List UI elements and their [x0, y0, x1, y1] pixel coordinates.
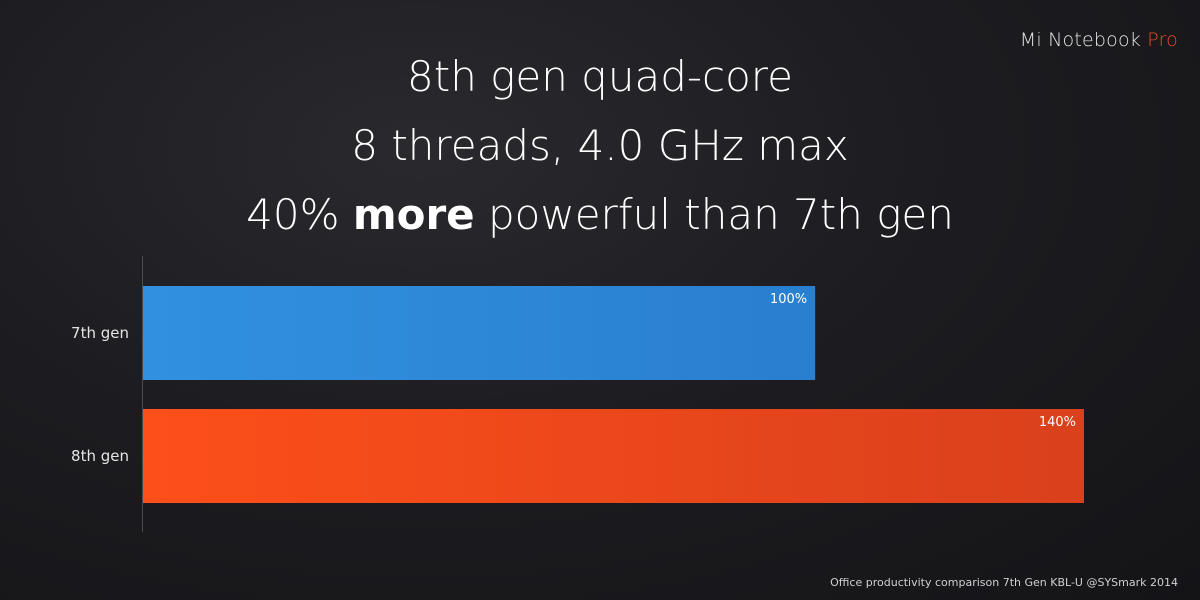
category-label-7th-gen: 7th gen	[71, 324, 129, 342]
headline-line-3-prefix: 40%	[246, 190, 353, 239]
headline-line-1: 8th gen quad-core	[407, 52, 793, 101]
brand-title: Mi Notebook Pro	[1020, 29, 1178, 51]
value-label-7th-gen: 100%	[770, 292, 807, 307]
bar-group: 7th gen 100% 8th gen 140%	[71, 286, 1084, 503]
category-label-8th-gen: 8th gen	[71, 447, 129, 465]
headline-line-2: 8 threads, 4.0 GHz max	[351, 121, 849, 170]
footnote: Office productivity comparison 7th Gen K…	[830, 576, 1178, 589]
brand-name: Mi Notebook	[1019, 29, 1141, 51]
bar-7th-gen	[143, 286, 816, 380]
headline-line-3-suffix: powerful than 7th gen	[474, 190, 954, 239]
value-label-8th-gen: 140%	[1039, 415, 1076, 430]
headline-line-3-bold: more	[352, 190, 475, 239]
brand-accent: Pro	[1147, 29, 1178, 51]
headline-line-3: 40% more powerful than 7th gen	[0, 190, 1200, 239]
bar-8th-gen	[143, 409, 1084, 503]
